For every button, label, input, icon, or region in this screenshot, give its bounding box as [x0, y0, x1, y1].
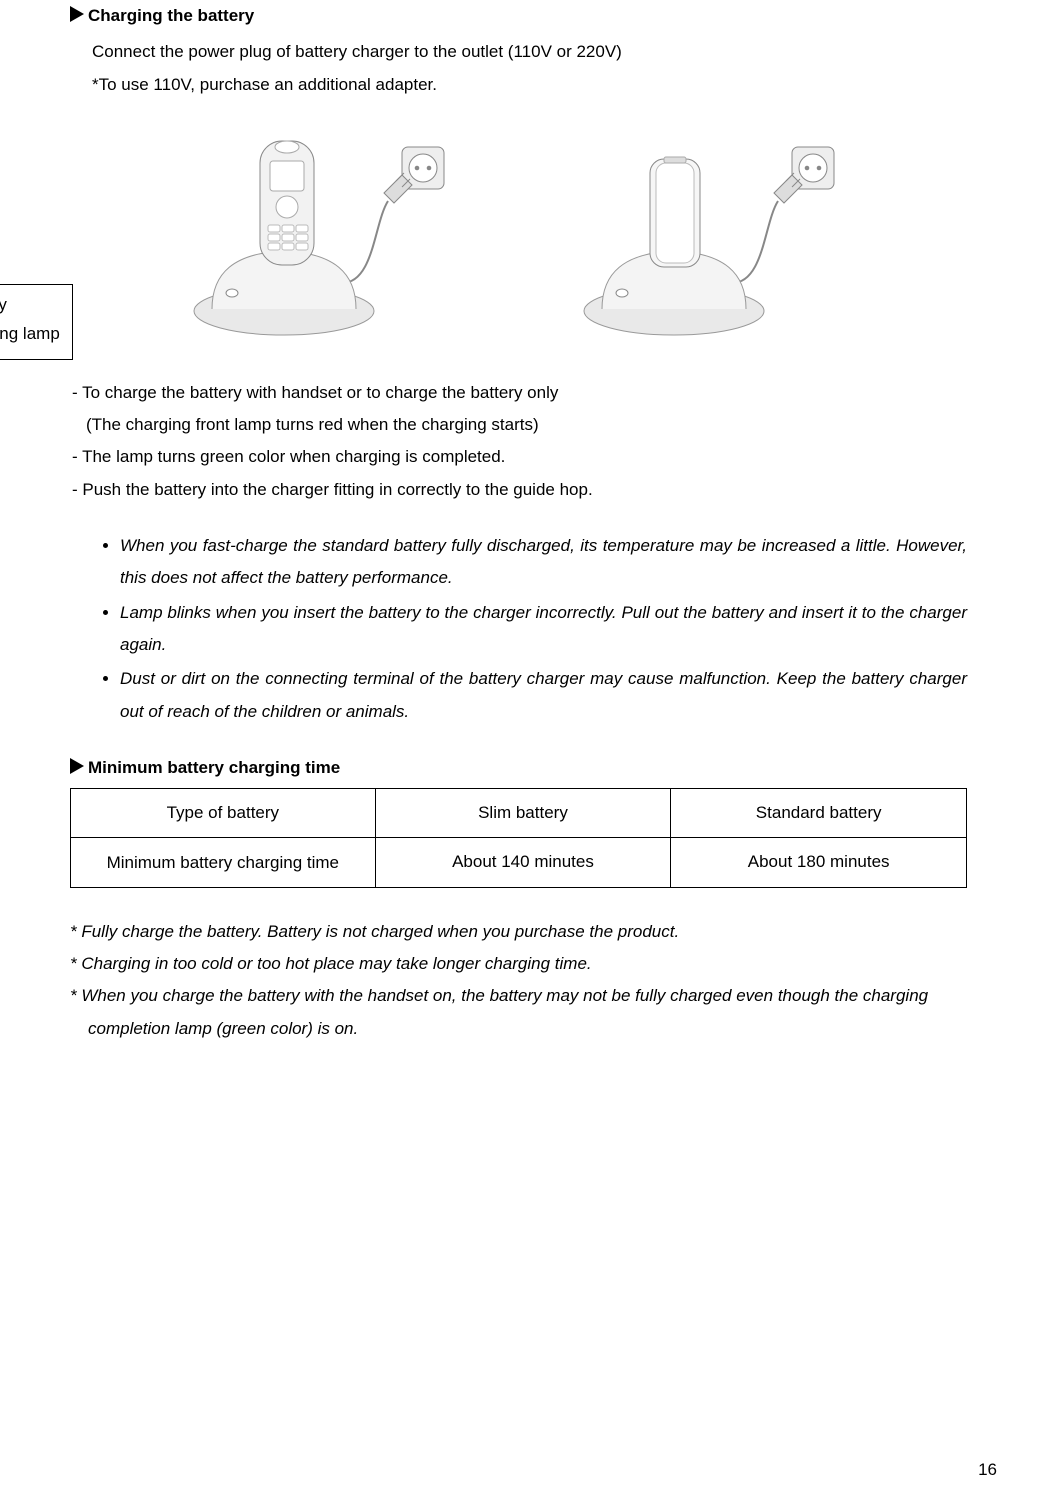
dash-3: - Push the battery into the charger fitt… [72, 474, 967, 506]
figure-row [70, 133, 967, 343]
intro-line-2: *To use 110V, purchase an additional ada… [70, 69, 967, 101]
th-type: Type of battery [71, 789, 376, 838]
td-label: Minimum battery charging time [71, 838, 376, 887]
heading-text: Charging the battery [88, 6, 254, 25]
table-row: Type of battery Slim battery Standard ba… [71, 789, 967, 838]
callout-line2: charging lamp [0, 320, 60, 349]
charging-time-table: Type of battery Slim battery Standard ba… [70, 788, 967, 888]
note-2: * Charging in too cold or too hot place … [70, 948, 967, 980]
figure-handset-in-cradle [174, 133, 474, 343]
bullet-list: When you fast-charge the standard batter… [70, 530, 967, 728]
table-row: Minimum battery charging time About 140 … [71, 838, 967, 887]
intro-line-1: Connect the power plug of battery charge… [70, 36, 967, 68]
note-1: * Fully charge the battery. Battery is n… [70, 916, 967, 948]
triangle-icon [70, 6, 84, 22]
section-heading-charging: Charging the battery [70, 0, 967, 32]
footnotes: * Fully charge the battery. Battery is n… [70, 916, 967, 1045]
note-3: * When you charge the battery with the h… [70, 980, 967, 1045]
figure-battery-in-cradle [564, 133, 864, 343]
heading-text-2: Minimum battery charging time [88, 758, 340, 777]
callout-line1: Battery [0, 291, 60, 320]
bullet-2: Lamp blinks when you insert the battery … [120, 597, 967, 662]
triangle-icon [70, 758, 84, 774]
bullet-1: When you fast-charge the standard batter… [120, 530, 967, 595]
dash-1: - To charge the battery with handset or … [72, 377, 967, 409]
dash-2: - The lamp turns green color when chargi… [72, 441, 967, 473]
th-standard: Standard battery [671, 789, 967, 838]
dash-list: - To charge the battery with handset or … [70, 377, 967, 506]
bullet-3: Dust or dirt on the connecting terminal … [120, 663, 967, 728]
th-slim: Slim battery [375, 789, 671, 838]
td-slim: About 140 minutes [375, 838, 671, 887]
td-standard: About 180 minutes [671, 838, 967, 887]
section-heading-time: Minimum battery charging time [70, 752, 967, 784]
dash-1b: (The charging front lamp turns red when … [72, 409, 967, 441]
page-number: 16 [978, 1454, 997, 1486]
callout-battery-lamp: Battery charging lamp [0, 284, 73, 360]
